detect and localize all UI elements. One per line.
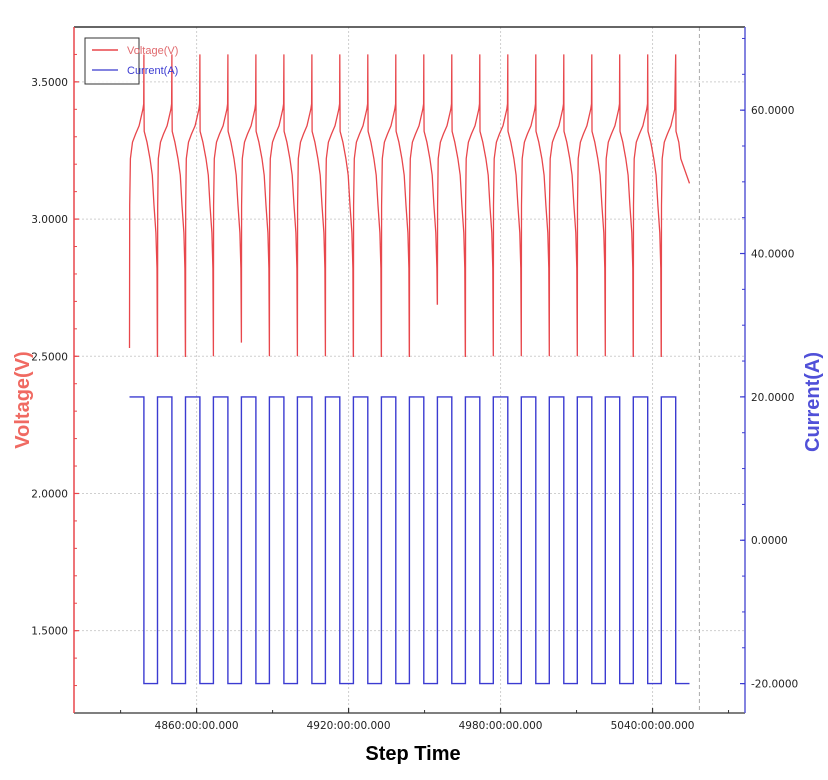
left-y-tick-label: 3.5000 <box>31 77 68 89</box>
legend: Voltage(V) Current(A) <box>84 37 178 85</box>
left-y-tick-label: 1.5000 <box>31 626 68 638</box>
legend-box <box>84 37 140 85</box>
left-axis-title: Voltage(V) <box>12 351 34 448</box>
x-axis-title: Step Time <box>365 743 460 765</box>
left-y-tick-label: 2.0000 <box>31 488 68 500</box>
right-y-tick-label: 60.0000 <box>751 105 794 117</box>
right-y-tick-label: 0.0000 <box>751 535 788 547</box>
x-tick-label: 4920:00:00.000 <box>307 720 391 732</box>
x-tick-label: 4860:00:00.000 <box>155 720 239 732</box>
left-y-tick-label: 2.5000 <box>31 351 68 363</box>
current-series-line <box>129 396 690 685</box>
legend-current-label: Current(A) <box>127 65 178 77</box>
x-tick-label: 5040:00:00.000 <box>611 720 695 732</box>
left-y-tick-label: 3.0000 <box>31 214 68 226</box>
legend-voltage-label: Voltage(V) <box>127 45 178 57</box>
voltage-series-line <box>128 54 691 357</box>
right-axis-title: Current(A) <box>802 352 824 452</box>
right-y-tick-label: 40.0000 <box>751 249 794 261</box>
right-y-tick-label: -20.0000 <box>751 679 798 691</box>
axis-tick-labels: 4860:00:00.000 4920:00:00.000 4980:00:00.0… <box>31 77 798 732</box>
x-tick-label: 4980:00:00.000 <box>459 720 543 732</box>
axis-ticks <box>74 37 745 713</box>
right-y-tick-label: 20.0000 <box>751 392 794 404</box>
